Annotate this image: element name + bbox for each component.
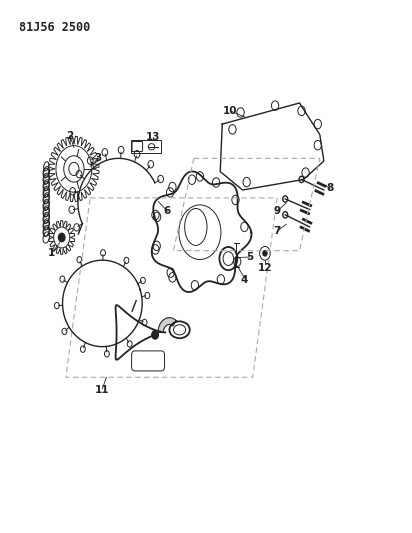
Circle shape bbox=[59, 233, 65, 241]
Text: 11: 11 bbox=[95, 385, 110, 395]
Text: 9: 9 bbox=[274, 206, 281, 216]
Text: 1: 1 bbox=[48, 248, 55, 259]
Text: 5: 5 bbox=[246, 252, 253, 262]
Text: 4: 4 bbox=[241, 274, 248, 285]
Text: 7: 7 bbox=[274, 226, 281, 236]
Circle shape bbox=[152, 330, 158, 339]
Text: 12: 12 bbox=[258, 263, 272, 272]
Text: 81J56 2500: 81J56 2500 bbox=[19, 21, 90, 34]
Text: 8: 8 bbox=[326, 183, 334, 193]
Text: 3: 3 bbox=[95, 154, 102, 164]
Text: 2: 2 bbox=[66, 131, 73, 141]
Text: 10: 10 bbox=[223, 106, 238, 116]
Circle shape bbox=[263, 251, 267, 256]
Text: 6: 6 bbox=[164, 206, 171, 216]
Text: 13: 13 bbox=[146, 132, 160, 142]
Polygon shape bbox=[158, 318, 176, 333]
